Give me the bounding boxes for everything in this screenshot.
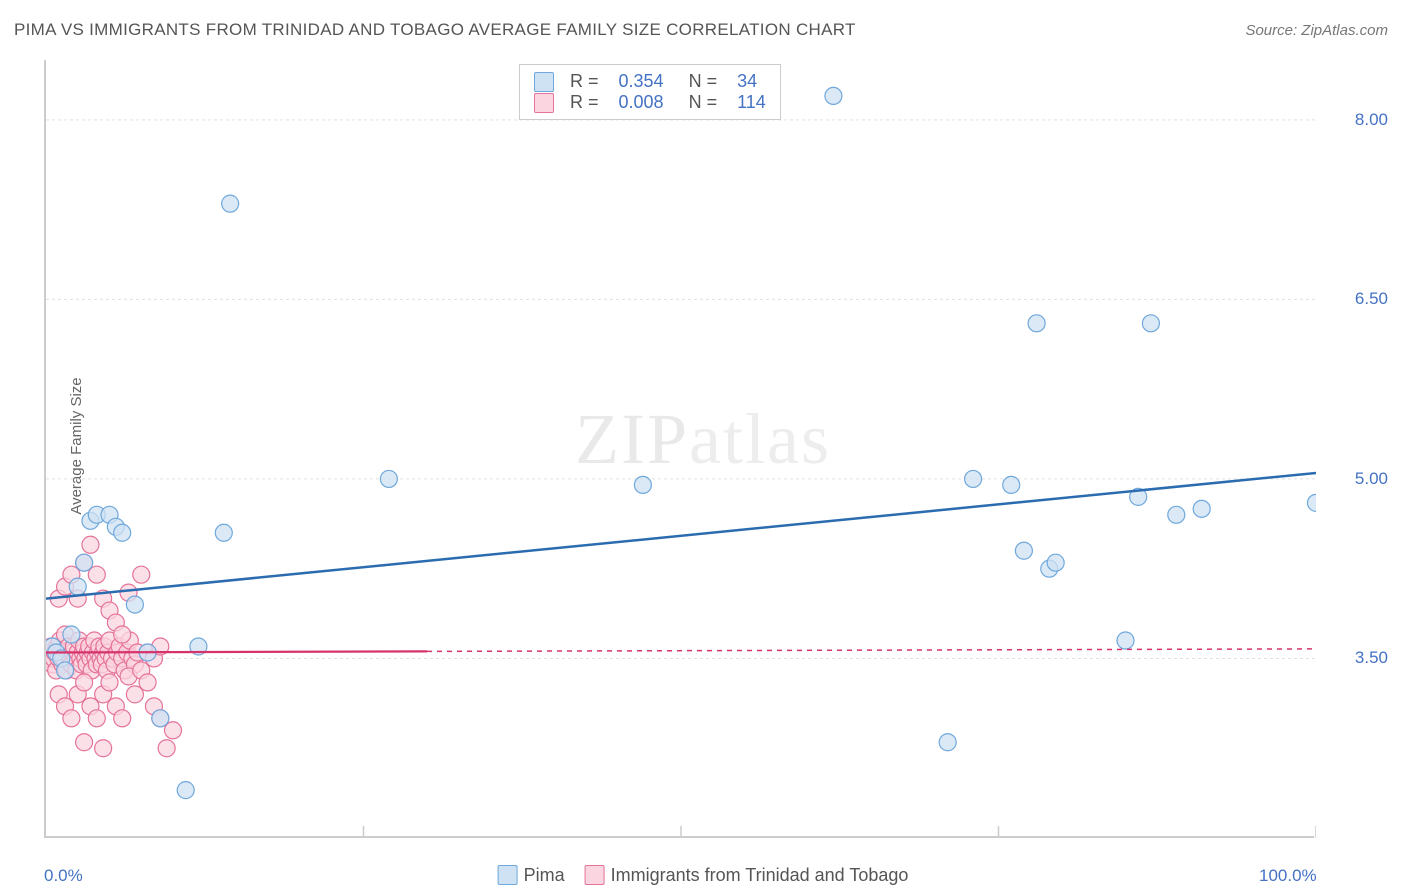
r-value: 0.354: [619, 71, 664, 92]
x-tick-label-right: 100.0%: [1259, 866, 1317, 886]
y-tick-label: 5.00: [1355, 469, 1388, 489]
correlation-legend: R = 0.354 N = 34 R = 0.008 N = 114: [519, 64, 781, 120]
legend-swatch: [534, 72, 554, 92]
n-value: 34: [737, 71, 757, 92]
correlation-row: R = 0.354 N = 34: [534, 71, 766, 92]
y-tick-label: 3.50: [1355, 648, 1388, 668]
y-tick-label: 8.00: [1355, 110, 1388, 130]
n-value: 114: [737, 92, 766, 113]
legend-item: Immigrants from Trinidad and Tobago: [585, 865, 909, 886]
legend-label: Pima: [524, 865, 565, 885]
legend-label: Immigrants from Trinidad and Tobago: [611, 865, 909, 885]
legend-item: Pima: [498, 865, 565, 886]
y-tick-label: 6.50: [1355, 289, 1388, 309]
plot-area: [44, 60, 1314, 838]
series-legend: Pima Immigrants from Trinidad and Tobago: [498, 865, 909, 886]
legend-swatch: [585, 865, 605, 885]
chart-title: PIMA VS IMMIGRANTS FROM TRINIDAD AND TOB…: [14, 20, 856, 40]
chart-container: PIMA VS IMMIGRANTS FROM TRINIDAD AND TOB…: [0, 0, 1406, 892]
x-tick-label-left: 0.0%: [44, 866, 83, 886]
legend-swatch: [534, 93, 554, 113]
r-value: 0.008: [619, 92, 664, 113]
correlation-row: R = 0.008 N = 114: [534, 92, 766, 113]
legend-swatch: [498, 865, 518, 885]
source-label: Source: ZipAtlas.com: [1245, 22, 1388, 39]
